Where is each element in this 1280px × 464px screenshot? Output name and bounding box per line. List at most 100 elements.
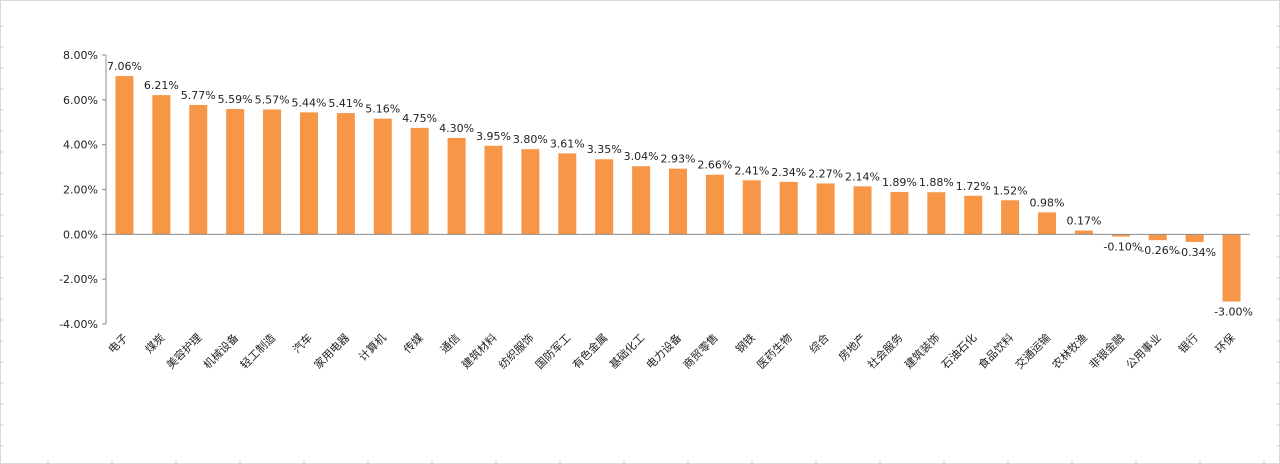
- data-label: 1.52%: [993, 184, 1028, 197]
- y-tick-label: -2.00%: [59, 273, 98, 286]
- category-label: 社会服务: [865, 331, 906, 372]
- category-label: 环保: [1212, 331, 1237, 356]
- category-label: 通信: [438, 331, 463, 356]
- category-label: 电子: [106, 331, 131, 356]
- data-label: 5.16%: [365, 103, 400, 116]
- data-label: 3.35%: [587, 143, 622, 156]
- bar: [742, 180, 761, 235]
- bar: [1111, 234, 1130, 237]
- bar: [632, 166, 651, 235]
- y-tick-label: 2.00%: [63, 184, 98, 197]
- data-label: 1.72%: [956, 180, 991, 193]
- data-label: -0.26%: [1140, 244, 1179, 257]
- category-label: 综合: [806, 331, 831, 356]
- data-label: 5.41%: [328, 97, 363, 110]
- category-label: 电力设备: [643, 331, 684, 372]
- data-label: 2.66%: [697, 159, 732, 172]
- bar: [189, 104, 208, 235]
- data-labels: 7.06%6.21%5.77% 5.59% 5.57% 5.44% 5.41% 5.16%…: [107, 60, 1253, 319]
- category-label: 美容护理: [163, 331, 204, 372]
- bar: [705, 174, 724, 235]
- bar: [853, 186, 872, 235]
- bar: [410, 127, 429, 235]
- bar: [964, 195, 983, 235]
- category-label: 银行: [1175, 331, 1200, 356]
- bar: [447, 137, 466, 235]
- category-label: 公用事业: [1124, 331, 1164, 371]
- bar: [1148, 234, 1167, 241]
- bar: [890, 191, 909, 235]
- data-label: 6.21%: [144, 79, 179, 92]
- bar: [558, 153, 577, 235]
- bar: [669, 168, 687, 235]
- bar: [336, 113, 355, 235]
- category-label: 医药生物: [754, 331, 795, 372]
- bar: [779, 181, 798, 235]
- category-label: 机械设备: [200, 331, 241, 372]
- data-label: 5.57%: [255, 93, 290, 106]
- data-label: 4.30%: [439, 122, 474, 135]
- data-label: 3.04%: [624, 150, 659, 163]
- category-label: 国防军工: [532, 331, 573, 372]
- bar: [1038, 212, 1057, 235]
- category-label: 煤炭: [143, 331, 168, 356]
- data-label: 1.89%: [882, 176, 917, 189]
- bar: [595, 159, 614, 235]
- bar: [263, 109, 282, 235]
- data-label: 2.93%: [661, 153, 696, 166]
- bar: [373, 118, 392, 235]
- data-label: 2.14%: [845, 170, 880, 183]
- bar: [152, 95, 171, 235]
- data-label: 3.80%: [513, 133, 548, 146]
- bar: [484, 145, 503, 235]
- category-label: 纺织服饰: [495, 331, 536, 372]
- bar: [226, 109, 245, 235]
- category-label: 建筑材料: [459, 331, 500, 372]
- data-label: 7.06%: [107, 60, 142, 73]
- data-label: -0.10%: [1103, 241, 1142, 254]
- data-label: 5.59%: [218, 93, 253, 106]
- data-label: 4.75%: [402, 112, 437, 125]
- bar: [1074, 230, 1093, 235]
- data-label: -0.34%: [1177, 246, 1216, 259]
- bar: [115, 76, 134, 235]
- data-label: 5.44%: [291, 96, 326, 109]
- category-label: 非银金融: [1086, 331, 1127, 372]
- data-label: 5.77%: [181, 89, 216, 102]
- data-label: 3.95%: [476, 130, 511, 143]
- y-tick-label: 6.00%: [63, 94, 98, 107]
- bar: [1185, 234, 1204, 242]
- category-label: 计算机: [356, 331, 389, 364]
- category-label: 食品饮料: [975, 331, 1016, 372]
- category-label: 汽车: [290, 331, 315, 356]
- category-label: 商贸零售: [680, 331, 721, 372]
- bar: [521, 149, 540, 235]
- bar: [816, 183, 835, 235]
- data-label: 1.88%: [919, 176, 954, 189]
- bar: [927, 192, 946, 235]
- data-label: 2.34%: [771, 166, 806, 179]
- category-label: 基础化工: [606, 331, 647, 372]
- data-label: 3.61%: [550, 137, 585, 150]
- bar: [1001, 200, 1020, 235]
- category-label: 建筑装饰: [901, 331, 942, 372]
- y-axis: 8.00% 6.00% 4.00% 2.00% 0.00% -2.00% -4.00%: [59, 49, 107, 331]
- category-label: 钢铁: [733, 331, 758, 356]
- category-label: 农林牧渔: [1049, 331, 1090, 372]
- data-label: -3.00%: [1214, 306, 1253, 319]
- y-tick-label: 8.00%: [63, 49, 98, 62]
- category-label: 交通运输: [1012, 331, 1053, 372]
- y-tick-label: 0.00%: [63, 228, 98, 241]
- category-label: 石油石化: [938, 331, 979, 372]
- bars: [115, 76, 1241, 302]
- category-label: 轻工制造: [237, 331, 278, 372]
- bar: [299, 112, 318, 235]
- category-label: 家用电器: [311, 331, 352, 372]
- category-label: 传媒: [401, 331, 426, 356]
- category-label: 有色金属: [569, 331, 610, 372]
- data-label: 2.41%: [734, 164, 769, 177]
- data-label: 2.27%: [808, 167, 843, 180]
